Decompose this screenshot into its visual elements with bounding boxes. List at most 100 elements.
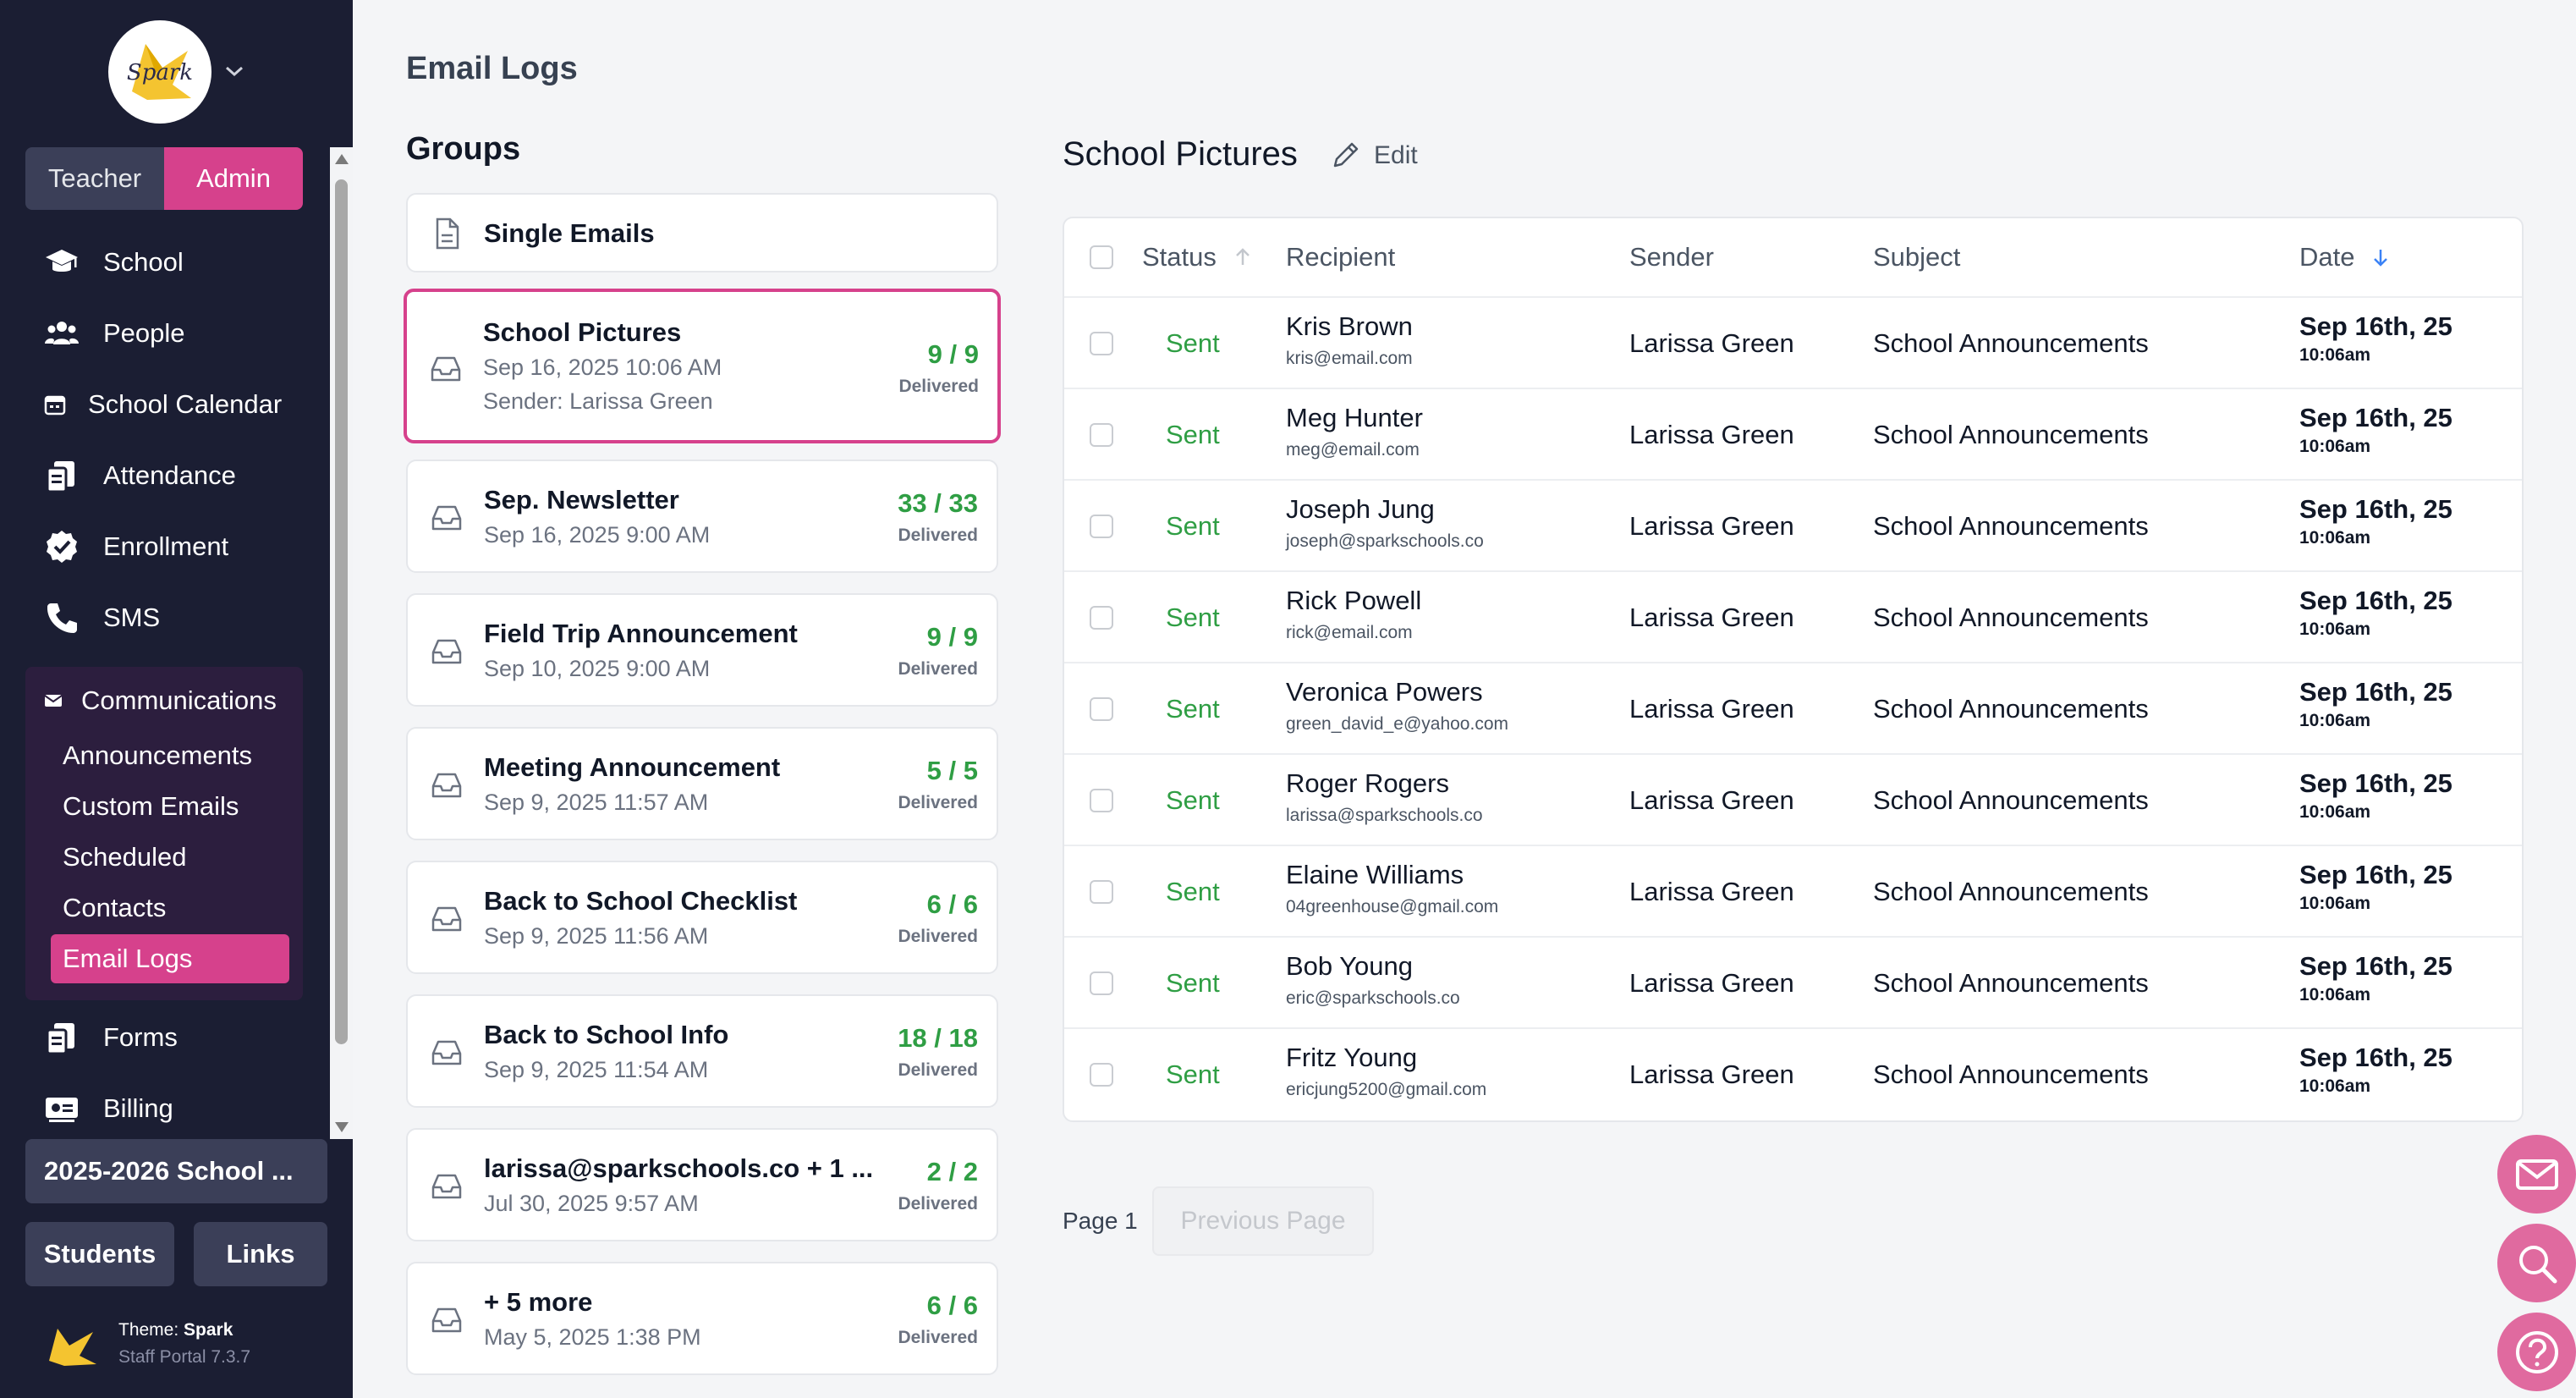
students-button[interactable]: Students xyxy=(25,1222,174,1286)
column-header-recipient[interactable]: Recipient xyxy=(1286,242,1396,272)
sent-date: Sep 16th, 25 xyxy=(2299,677,2452,707)
nav-item-forms[interactable]: Forms xyxy=(42,1012,178,1063)
group-name: + 5 more xyxy=(484,1287,593,1317)
group-card-larissa[interactable]: larissa@sparkschools.co + 1 ... Jul 30, … xyxy=(406,1128,998,1241)
table-row[interactable]: Sent Rick Powell rick@email.com Larissa Gre… xyxy=(1064,570,2522,662)
sent-date: Sep 16th, 25 xyxy=(2299,311,2452,341)
sidebar-scrollbar[interactable] xyxy=(330,147,353,1139)
delivery-status: Delivered xyxy=(898,1194,978,1214)
table-row[interactable]: Sent Elaine Williams 04greenhouse@gmail.co… xyxy=(1064,845,2522,936)
links-button[interactable]: Links xyxy=(194,1222,327,1286)
scroll-up-arrow[interactable] xyxy=(335,154,349,164)
delivery-count: 6 / 6 xyxy=(926,889,978,919)
nav-item-enrollment[interactable]: Enrollment xyxy=(42,521,228,572)
group-card-back-to-school-checklist[interactable]: Back to School Checklist Sep 9, 2025 11:… xyxy=(406,861,998,974)
group-card-meeting[interactable]: Meeting Announcement Sep 9, 2025 11:57 A… xyxy=(406,727,998,840)
group-date: Jul 30, 2025 9:57 AM xyxy=(484,1191,699,1216)
search-fab-button[interactable] xyxy=(2497,1224,2576,1302)
recipient-email: eric@sparkschools.co xyxy=(1286,988,1460,1008)
row-checkbox[interactable] xyxy=(1090,1063,1113,1087)
sent-date: Sep 16th, 25 xyxy=(2299,1043,2452,1072)
group-card-field-trip[interactable]: Field Trip Announcement Sep 10, 2025 9:0… xyxy=(406,593,998,707)
school-year-selector[interactable]: 2025-2026 School ... xyxy=(25,1139,327,1203)
email-fab-button[interactable] xyxy=(2497,1135,2576,1214)
graduation-cap-icon xyxy=(42,243,81,282)
sub-item-scheduled[interactable]: Scheduled xyxy=(63,842,187,872)
attendance-icon xyxy=(42,456,81,495)
table-row[interactable]: Sent Kris Brown kris@email.com Larissa Gree… xyxy=(1064,296,2522,388)
row-checkbox[interactable] xyxy=(1090,606,1113,630)
row-checkbox[interactable] xyxy=(1090,515,1113,538)
table-row[interactable]: Sent Bob Young eric@sparkschools.co Larissa… xyxy=(1064,936,2522,1027)
group-name: Sep. Newsletter xyxy=(484,485,679,515)
recipient-name: Kris Brown xyxy=(1286,311,1413,341)
column-header-subject[interactable]: Subject xyxy=(1873,242,1961,272)
nav-item-label: Enrollment xyxy=(103,531,229,561)
nav-item-school[interactable]: School xyxy=(42,237,184,288)
group-date: Sep 9, 2025 11:57 AM xyxy=(484,790,709,815)
status-text: Sent xyxy=(1166,968,1220,998)
table-row[interactable]: Sent Fritz Young ericjung5200@gmail.com Lar… xyxy=(1064,1027,2522,1119)
select-all-checkbox[interactable] xyxy=(1090,245,1113,269)
school-logo[interactable]: Spark xyxy=(108,20,211,124)
teacher-role-button[interactable]: Teacher xyxy=(25,147,164,210)
badge-check-icon xyxy=(42,527,81,566)
row-checkbox[interactable] xyxy=(1090,332,1113,355)
previous-page-button[interactable]: Previous Page xyxy=(1152,1186,1374,1256)
inbox-icon xyxy=(431,773,462,798)
recipient-name: Bob Young xyxy=(1286,951,1414,981)
nav-item-school-calendar[interactable]: School Calendar xyxy=(42,379,282,430)
delivery-count: 18 / 18 xyxy=(898,1023,978,1053)
portal-version: Staff Portal 7.3.7 xyxy=(118,1347,251,1367)
admin-role-button[interactable]: Admin xyxy=(164,147,303,210)
chevron-down-icon[interactable] xyxy=(223,63,245,80)
sent-time: 10:06am xyxy=(2299,711,2371,730)
nav-item-sms[interactable]: SMS xyxy=(42,592,160,643)
help-fab-button[interactable] xyxy=(2497,1313,2576,1391)
sub-item-custom-emails[interactable]: Custom Emails xyxy=(63,791,239,821)
row-checkbox[interactable] xyxy=(1090,789,1113,812)
column-header-date[interactable]: Date xyxy=(2299,218,2392,296)
inbox-icon xyxy=(431,1307,462,1333)
nav-item-communications[interactable]: Communications xyxy=(44,675,277,726)
sub-item-contacts[interactable]: Contacts xyxy=(63,893,167,922)
sender-name: Larissa Green xyxy=(1629,603,1794,632)
scrollbar-thumb[interactable] xyxy=(335,179,348,1044)
sender-name: Larissa Green xyxy=(1629,420,1794,449)
table-row[interactable]: Sent Meg Hunter meg@email.com Larissa Green… xyxy=(1064,388,2522,479)
delivery-status: Delivered xyxy=(898,927,978,946)
row-checkbox[interactable] xyxy=(1090,971,1113,995)
group-card-more[interactable]: + 5 more May 5, 2025 1:38 PM 6 / 6 Deliv… xyxy=(406,1262,998,1375)
delivery-status: Delivered xyxy=(898,793,978,812)
sender-name: Larissa Green xyxy=(1629,968,1794,998)
row-checkbox[interactable] xyxy=(1090,697,1113,721)
sub-item-announcements[interactable]: Announcements xyxy=(63,740,253,770)
group-card-school-pictures[interactable]: School Pictures Sep 16, 2025 10:06 AM Se… xyxy=(404,289,1001,443)
edit-button[interactable]: Edit xyxy=(1330,139,1418,173)
row-checkbox[interactable] xyxy=(1090,880,1113,904)
delivery-count: 9 / 9 xyxy=(927,339,979,369)
group-card-single-emails[interactable]: Single Emails xyxy=(406,193,998,272)
sent-time: 10:06am xyxy=(2299,985,2371,1004)
sub-item-email-logs[interactable]: Email Logs xyxy=(51,934,289,983)
sent-date: Sep 16th, 25 xyxy=(2299,768,2452,798)
group-card-sep-newsletter[interactable]: Sep. Newsletter Sep 16, 2025 9:00 AM 33 … xyxy=(406,460,998,573)
table-row[interactable]: Sent Veronica Powers green_david_e@yahoo.c… xyxy=(1064,662,2522,753)
sender-name: Larissa Green xyxy=(1629,1060,1794,1089)
nav-item-label: Billing xyxy=(103,1093,173,1123)
nav-item-billing[interactable]: Billing xyxy=(42,1083,173,1134)
column-header-sender[interactable]: Sender xyxy=(1629,242,1714,272)
recipient-email: 04greenhouse@gmail.com xyxy=(1286,897,1499,916)
select-all-checkbox-cell xyxy=(1090,218,1113,296)
column-header-status[interactable]: Status xyxy=(1142,218,1254,296)
table-row[interactable]: Sent Joseph Jung joseph@sparkschools.co Lar… xyxy=(1064,479,2522,570)
nav-item-attendance[interactable]: Attendance xyxy=(42,450,236,501)
nav-item-people[interactable]: People xyxy=(42,308,185,359)
pencil-icon xyxy=(1333,142,1359,168)
email-log-table: Status Recipient Sender Subject Date Sen… xyxy=(1063,217,2524,1122)
sender-name: Larissa Green xyxy=(1629,328,1794,358)
group-card-back-to-school-info[interactable]: Back to School Info Sep 9, 2025 11:54 AM… xyxy=(406,994,998,1108)
row-checkbox[interactable] xyxy=(1090,423,1113,447)
table-row[interactable]: Sent Roger Rogers larissa@sparkschools.co L… xyxy=(1064,753,2522,845)
scroll-down-arrow[interactable] xyxy=(335,1122,349,1132)
